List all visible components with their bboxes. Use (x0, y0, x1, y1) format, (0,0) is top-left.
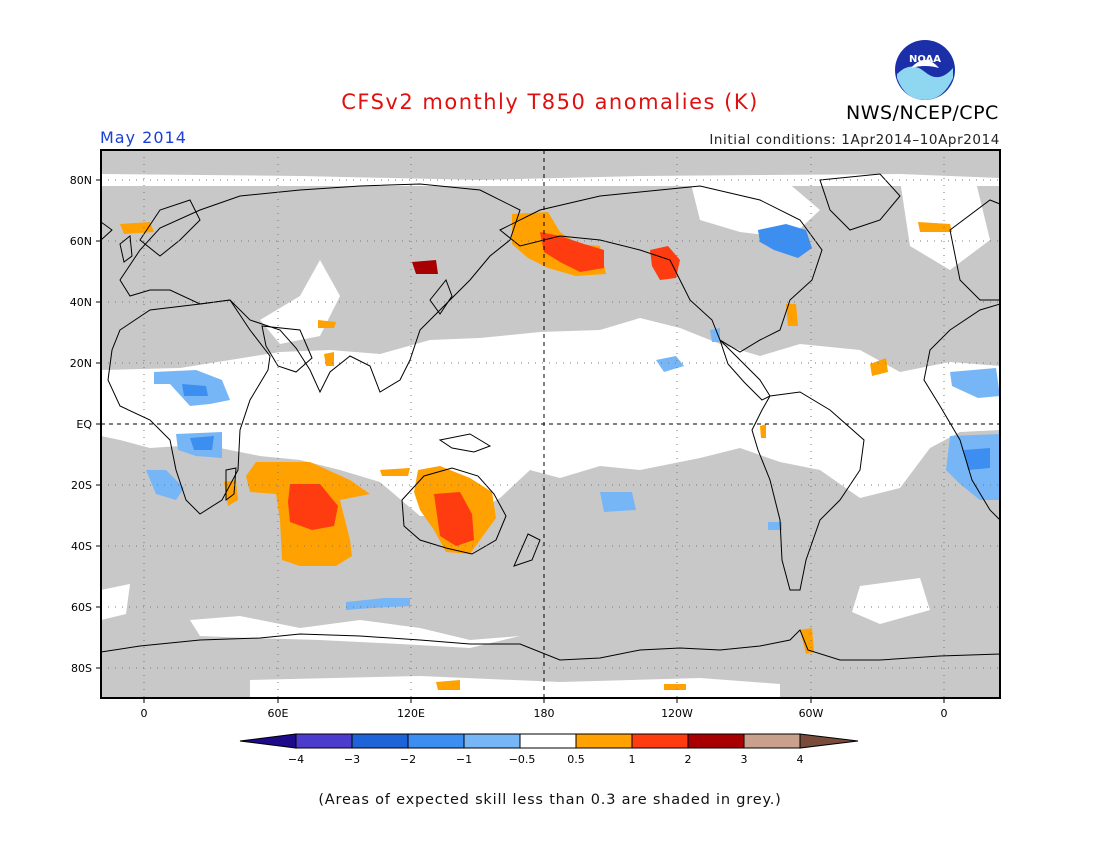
lat-label: 40S (71, 540, 92, 553)
anomaly-west-africa-blue-2 (182, 384, 208, 396)
colorbar-segment (519, 733, 577, 749)
colorbar-segment (743, 733, 801, 749)
skill-region-arctic-top (101, 174, 1000, 186)
colorbar-tick-label: −0.5 (509, 753, 536, 766)
lon-label: 0 (941, 707, 948, 720)
lat-label: EQ (76, 418, 92, 431)
agency-label: NWS/NCEP/CPC (846, 102, 999, 124)
anomaly-south-pacific-blue-2 (768, 522, 782, 530)
coast-arabia (261, 325, 313, 373)
colorbar-segment (407, 733, 465, 749)
coast-madagascar (225, 467, 237, 501)
coast-central-america (719, 339, 771, 401)
anomaly-east-us-orange (786, 304, 798, 326)
anomaly-peru-orange (760, 424, 766, 438)
lon-label: 120W (661, 707, 693, 720)
coastlines (100, 173, 1001, 661)
anomaly-map: 80N 60N 40N 20N EQ 20S 40S 60S 80S 0 60E… (70, 149, 1001, 766)
colorbar-segment (295, 733, 353, 749)
anomaly-canada-blue (758, 224, 812, 258)
colorbar-tick-label: 4 (797, 753, 804, 766)
lat-label: 80S (71, 662, 92, 675)
coast-greenland (819, 173, 901, 231)
lat-label: 80N (70, 174, 92, 187)
initial-conditions: Initial conditions: 1Apr2014–10Apr2014 (709, 132, 1000, 148)
lon-label: 60E (268, 707, 289, 720)
colorbar-tick-label: −1 (456, 753, 472, 766)
colorbar-tick-label: 0.5 (567, 753, 585, 766)
lat-label: 60N (70, 235, 92, 248)
coast-eurasia (119, 183, 521, 394)
coast-scandinavia (139, 199, 201, 257)
coast-japan (429, 279, 453, 315)
colorbar-tick-label: 2 (685, 753, 692, 766)
anomaly-antarctic-orange-2 (664, 684, 686, 690)
colorbar-segment (575, 733, 633, 749)
noaa-logo: NOAA (895, 40, 955, 100)
lat-label: 20N (70, 357, 92, 370)
anomaly-southern-ocean-blue (346, 598, 410, 610)
lon-label: 180 (534, 707, 555, 720)
chart-title: CFSv2 monthly T850 anomalies (K) (341, 90, 759, 114)
anomaly-australia-red (434, 492, 474, 546)
anomaly-atlantic-orange (120, 222, 154, 234)
anomaly-alaska-red (650, 246, 680, 280)
tick-marks (96, 179, 945, 703)
anomaly-mexico-blue (710, 328, 720, 342)
colorbar-segment (351, 733, 409, 749)
grid-lines (101, 150, 1000, 698)
coast-new-guinea (438, 433, 492, 453)
skill-footnote: (Areas of expected skill less than 0.3 a… (318, 792, 782, 808)
coast-africa-east (923, 303, 1001, 522)
anomaly-arabia-orange (318, 320, 336, 328)
coast-africa (107, 299, 271, 515)
warm-anomalies (120, 212, 952, 690)
anomaly-mongolia-darkred (412, 260, 438, 274)
colorbar-segment (463, 733, 521, 749)
anomaly-central-atlantic-orange (870, 358, 888, 376)
colorbar-segment (687, 733, 745, 749)
anomaly-atlantic-blue-east (950, 368, 1000, 398)
colorbar-tick-label: −2 (400, 753, 416, 766)
coast-new-zealand (513, 533, 541, 567)
coast-north-america (499, 185, 823, 353)
lat-label: 60S (71, 601, 92, 614)
colorbar: −4 −3 −2 −1 −0.5 0.5 1 2 3 4 (239, 733, 859, 766)
anomaly-tasman-orange (380, 468, 410, 476)
skill-region-tropics (101, 318, 1000, 516)
anomaly-bering-red (540, 232, 604, 272)
skill-region-antarctic-bottom (250, 676, 780, 698)
anomaly-south-pacific-blue (600, 492, 636, 512)
anomaly-indian-ocean-red (288, 484, 338, 530)
skill-region-south-pacific (852, 578, 930, 624)
anomaly-india-orange (324, 352, 334, 366)
skill-region-south-atlantic (101, 584, 130, 620)
forecast-month: May 2014 (100, 128, 187, 147)
skill-region-antarctic-edge (190, 616, 520, 648)
colorbar-segment (631, 733, 689, 749)
logo-text: NOAA (909, 54, 941, 65)
lon-label: 0 (141, 707, 148, 720)
anomaly-africa-blue-east-2 (964, 448, 990, 470)
colorbar-tick-label: 3 (741, 753, 748, 766)
cold-anomalies (146, 224, 1000, 610)
coast-south-america (751, 391, 865, 591)
coast-antarctica (100, 629, 1001, 661)
colorbar-low-arrow (239, 733, 297, 749)
lon-label: 120E (397, 707, 425, 720)
anomaly-antarctic-orange (436, 680, 460, 690)
coast-australia (401, 467, 507, 555)
colorbar-high-arrow (799, 733, 859, 749)
anomaly-congo-blue-2 (190, 436, 214, 450)
colorbar-tick-label: 1 (629, 753, 636, 766)
lat-label: 20S (71, 479, 92, 492)
anomaly-atlantic-orange-repeat (918, 222, 952, 232)
coast-uk (119, 235, 133, 263)
colorbar-tick-label: −4 (288, 753, 304, 766)
colorbar-tick-label: −3 (344, 753, 360, 766)
lat-label: 40N (70, 296, 92, 309)
lon-label: 60W (799, 707, 824, 720)
